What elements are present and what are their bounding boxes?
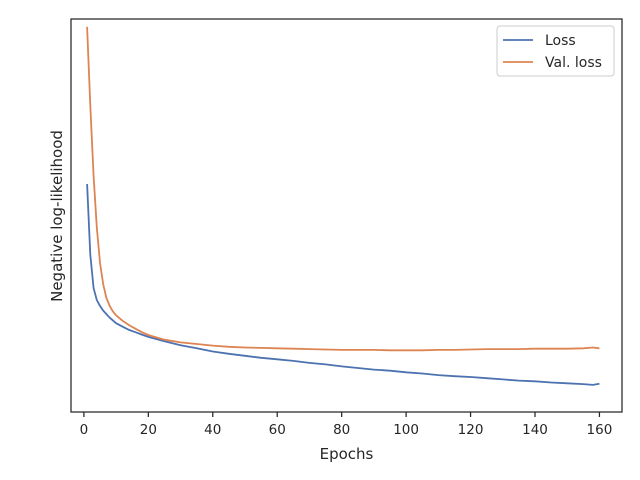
x-tick-label-8: 160 xyxy=(587,422,613,438)
series-line-1 xyxy=(86,26,600,352)
x-tick-label-5: 100 xyxy=(393,422,419,438)
axes-frame xyxy=(70,18,623,413)
series-line-0 xyxy=(86,184,600,386)
x-tick-label-0: 0 xyxy=(80,422,89,438)
x-tick-label-2: 40 xyxy=(204,422,221,438)
x-axis-label: Epochs xyxy=(320,445,374,463)
legend-label-0: Loss xyxy=(545,33,576,49)
series-layer xyxy=(86,26,600,386)
legend-box xyxy=(496,25,615,77)
plot-area xyxy=(71,19,622,412)
x-tick-label-3: 60 xyxy=(269,422,286,438)
legend: Loss Val. loss xyxy=(496,25,615,77)
x-axis-ticks: 0 20 40 60 80 100 120 140 160 xyxy=(80,412,613,438)
x-tick-label-6: 120 xyxy=(458,422,484,438)
x-tick-label-1: 20 xyxy=(140,422,157,438)
y-axis-label: Negative log-likelihood xyxy=(48,130,66,302)
x-tick-label-4: 80 xyxy=(333,422,350,438)
legend-label-1: Val. loss xyxy=(545,55,602,71)
x-tick-label-7: 140 xyxy=(522,422,548,438)
